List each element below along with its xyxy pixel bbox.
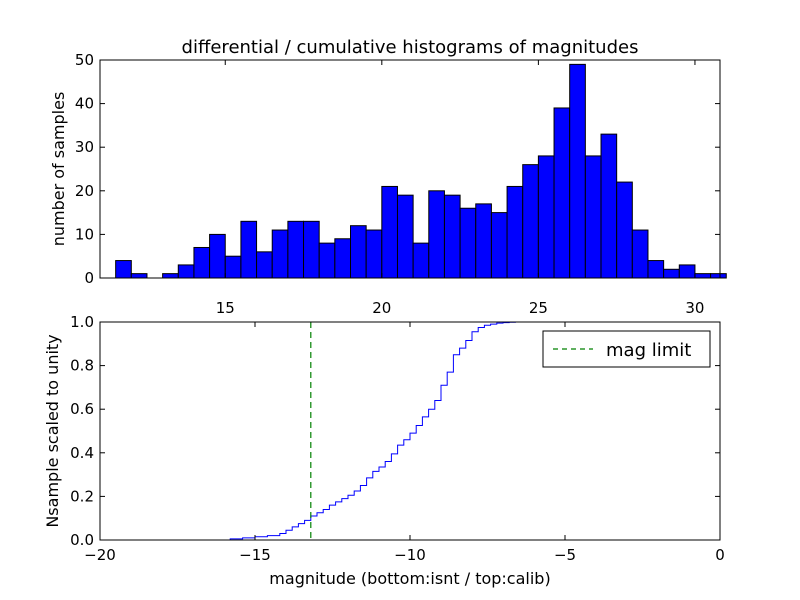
bottom-x-tick-label: −15 [239, 546, 271, 564]
bottom-y-axis-label: Nsample scaled to unity [43, 334, 62, 527]
bottom-y-tick-label: 0.6 [70, 400, 94, 418]
top-y-tick-label: 40 [75, 95, 94, 113]
bottom-cumulative-chart: −20 −15 −10 −5 0 0.0 0.2 0.4 0.6 0.8 1.0 magnitude… [43, 313, 725, 588]
histogram-bar [600, 133, 618, 279]
top-y-tick-label: 50 [75, 51, 94, 69]
bottom-x-tick-label: 0 [715, 546, 725, 564]
histogram-bar [177, 264, 195, 279]
bottom-ticks-group: −20 −15 −10 −5 0 0.0 0.2 0.4 0.6 0.8 1.0 [70, 313, 725, 564]
histogram-bar [475, 203, 492, 279]
top-histogram-chart: differential / cumulative histograms of … [49, 37, 727, 317]
histogram-bar [350, 225, 367, 279]
bottom-x-tick-label: −5 [554, 546, 576, 564]
top-y-axis-label: number of samples [49, 92, 68, 247]
histogram-bar [193, 246, 211, 279]
bottom-y-tick-label: 0.4 [70, 444, 94, 462]
histogram-bar [616, 181, 633, 279]
histogram-bar [365, 229, 383, 279]
bottom-y-tick-label: 1.0 [70, 313, 94, 331]
histogram-bar [490, 212, 508, 279]
histogram-bar [678, 264, 696, 279]
top-x-tick-label: 20 [372, 299, 391, 317]
histogram-bar [663, 268, 680, 279]
histogram-bar [694, 273, 712, 279]
top-x-tick-label: 25 [529, 299, 548, 317]
histogram-bar [428, 190, 445, 279]
histogram-bar [271, 229, 289, 279]
legend-box [542, 330, 711, 368]
histogram-bar [443, 194, 461, 279]
histogram-bar [287, 220, 305, 279]
bottom-y-tick-label: 0.8 [70, 357, 94, 375]
histogram-bar [553, 107, 571, 279]
histogram-bar [569, 63, 586, 279]
histogram-bar [631, 229, 649, 279]
bottom-x-tick-label: −20 [84, 546, 116, 564]
top-chart-title: differential / cumulative histograms of … [182, 37, 639, 58]
histogram-bar [506, 185, 524, 279]
top-y-tick-label: 20 [75, 182, 94, 200]
top-x-tick-label: 15 [216, 299, 235, 317]
histogram-bar [240, 220, 258, 279]
histogram-bar [224, 255, 242, 279]
top-plot-frame [99, 59, 721, 279]
histogram-bar [396, 194, 414, 279]
bottom-x-tick-label: −10 [394, 546, 426, 564]
histogram-bar [459, 207, 477, 279]
histogram-bar [115, 260, 132, 279]
bottom-y-tick-label: 0.2 [70, 487, 94, 505]
histogram-bar [162, 273, 179, 279]
histogram-bar [334, 238, 352, 279]
histogram-bar [710, 273, 727, 279]
histogram-bar [412, 242, 430, 279]
bottom-x-axis-label: magnitude (bottom:isnt / top:calib) [269, 569, 550, 588]
top-y-tick-label: 0 [84, 269, 94, 287]
histogram-bar [647, 260, 665, 279]
histogram-bar [303, 220, 320, 279]
bottom-lines-group [100, 321, 720, 541]
legend-mag-limit-label: mag limit [606, 340, 691, 361]
histogram-bar [537, 155, 555, 279]
histogram-bar [130, 273, 148, 279]
histogram-bar [318, 242, 336, 279]
histogram-bar [522, 164, 539, 279]
top-ticks-group: 15 20 25 30 0 10 20 30 40 50 [75, 51, 720, 317]
cumulative-step-line [100, 321, 720, 541]
histogram-bar [584, 155, 602, 279]
histogram-bar [256, 251, 273, 279]
top-x-tick-label: 30 [685, 299, 704, 317]
histogram-bar [381, 185, 398, 279]
legend: mag limit [542, 330, 711, 368]
top-y-tick-label: 30 [75, 138, 94, 156]
top-y-tick-label: 10 [75, 225, 94, 243]
histogram-bar [209, 233, 226, 279]
bottom-plot-frame [99, 321, 721, 541]
bottom-y-tick-label: 0.0 [70, 531, 94, 549]
